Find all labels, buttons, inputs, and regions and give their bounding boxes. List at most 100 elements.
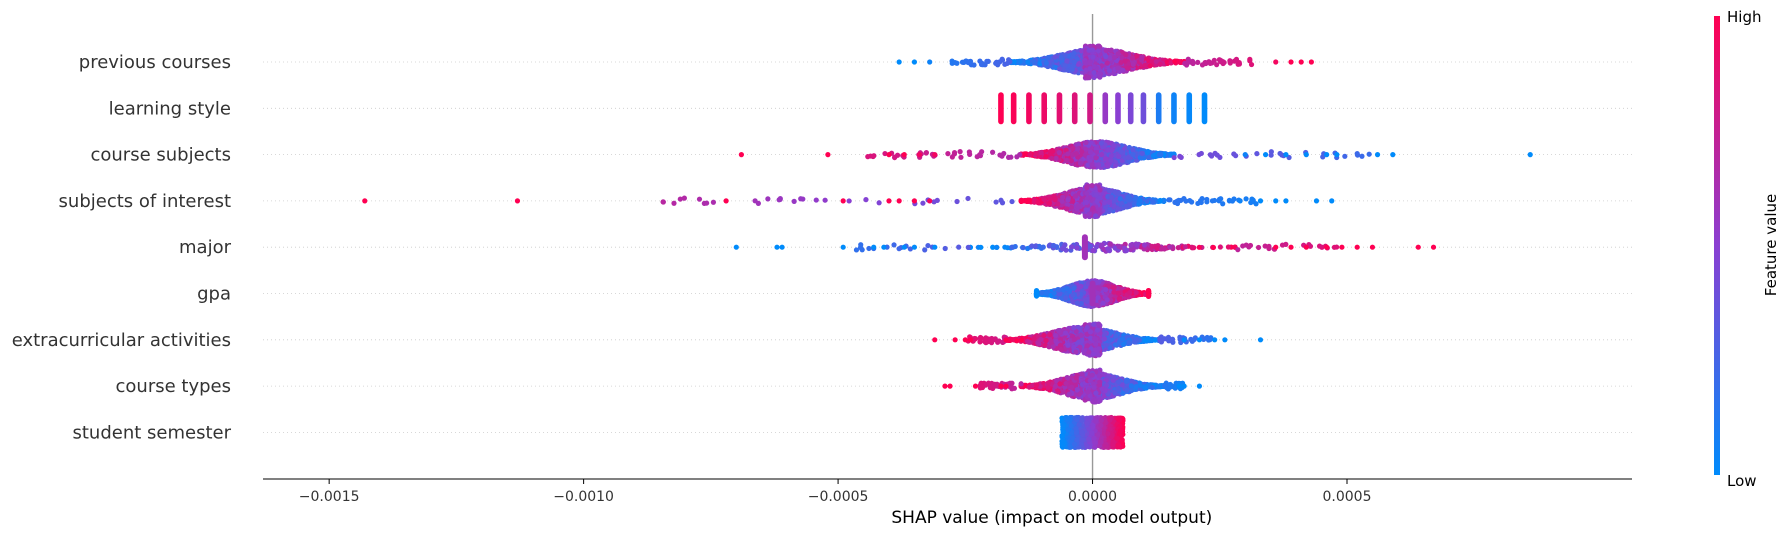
- shap-point: [896, 246, 902, 252]
- shap-point: [1006, 57, 1012, 63]
- shap-point: [949, 58, 955, 64]
- shap-point: [932, 152, 938, 158]
- shap-point: [1298, 59, 1304, 65]
- shap-point: [1354, 151, 1360, 157]
- shap-point: [1139, 150, 1145, 156]
- shap-point: [1118, 149, 1124, 155]
- shap-point: [1068, 158, 1074, 164]
- shap-point: [977, 152, 983, 158]
- shap-point: [1134, 242, 1140, 248]
- shap-point: [1025, 59, 1031, 65]
- shap-point: [1062, 242, 1068, 248]
- shap-point-stack: [1102, 92, 1109, 125]
- shap-point: [1374, 152, 1381, 158]
- shap-point: [1366, 151, 1372, 157]
- shap-point: [1108, 194, 1115, 200]
- shap-point: [925, 242, 931, 249]
- shap-point: [1268, 152, 1274, 158]
- shap-point: [1144, 198, 1150, 204]
- shap-point: [1057, 66, 1063, 72]
- shap-point: [1157, 197, 1163, 204]
- shap-point: [1082, 213, 1089, 219]
- shap-point: [1262, 152, 1269, 158]
- shap-point: [1243, 196, 1249, 202]
- shap-point-stack: [1186, 92, 1193, 125]
- shap-point: [1065, 202, 1071, 208]
- shap-point: [1071, 50, 1077, 56]
- shap-point: [1217, 57, 1223, 63]
- shap-point: [723, 198, 729, 204]
- shap-point: [1125, 154, 1131, 161]
- shap-point: [966, 60, 972, 66]
- shap-point: [1227, 58, 1233, 64]
- shap-point: [881, 244, 887, 250]
- shap-point: [1083, 139, 1089, 146]
- shap-point: [1116, 243, 1122, 249]
- shap-point: [870, 153, 876, 160]
- shap-point: [876, 200, 882, 206]
- shap-point: [1101, 200, 1108, 206]
- shap-point: [1029, 243, 1035, 249]
- shap-point: [978, 244, 984, 250]
- shap-point: [1123, 203, 1129, 210]
- shap-point: [1065, 151, 1071, 157]
- shap-point: [1033, 150, 1039, 157]
- shap-point: [1342, 153, 1348, 159]
- shap-point: [1109, 147, 1115, 153]
- shap-point: [1324, 244, 1330, 250]
- shap-point: [1108, 47, 1114, 53]
- shap-point: [1354, 244, 1360, 250]
- shap-point: [871, 244, 877, 250]
- shap-point: [791, 198, 797, 204]
- shap-point-stack: [1127, 92, 1134, 125]
- shap-point: [990, 149, 996, 155]
- shap-point: [1150, 199, 1156, 205]
- shap-point: [1167, 244, 1173, 250]
- shap-point: [1158, 151, 1164, 157]
- shap-point: [1103, 47, 1109, 54]
- shap-point: [1324, 152, 1330, 158]
- shap-point: [1020, 198, 1026, 204]
- shap-point-stack: [1087, 92, 1093, 125]
- shap-point: [1172, 58, 1178, 64]
- shap-point: [997, 152, 1003, 158]
- shap-point: [1091, 64, 1097, 70]
- shap-point: [1112, 189, 1118, 195]
- shap-point: [1040, 244, 1046, 250]
- shap-point: [660, 199, 666, 205]
- shap-point: [1094, 198, 1100, 204]
- shap-point: [1334, 152, 1340, 158]
- shap-point: [1331, 244, 1338, 250]
- shap-point: [1225, 244, 1232, 250]
- shap-point-stack: [1201, 92, 1208, 125]
- shap-point: [1088, 149, 1094, 155]
- shap-point: [1141, 242, 1148, 248]
- shap-point: [927, 59, 933, 65]
- shap-point-stack: [1115, 92, 1121, 125]
- shap-point: [1247, 242, 1254, 249]
- shap-point: [1086, 47, 1092, 53]
- shap-point: [966, 149, 972, 155]
- beeswarm-points: [362, 43, 1533, 450]
- shap-point: [1150, 153, 1157, 159]
- shap-point: [822, 197, 828, 203]
- shap-point: [1073, 150, 1080, 156]
- shap-point-stack: [1026, 92, 1032, 125]
- shap-point: [1266, 243, 1272, 249]
- shap-point: [1204, 199, 1210, 205]
- shap-point: [755, 200, 761, 206]
- shap-point: [1103, 53, 1109, 60]
- shap-point: [1017, 58, 1023, 65]
- shap-point: [1124, 247, 1130, 253]
- shap-point: [1089, 162, 1095, 168]
- shap-point: [1020, 244, 1026, 251]
- shap-point: [1117, 196, 1123, 202]
- shap-point: [362, 198, 368, 204]
- shap-point: [896, 59, 902, 65]
- shap-point: [1129, 55, 1136, 61]
- shap-point: [1045, 54, 1051, 61]
- shap-point: [813, 197, 819, 203]
- shap-point: [1084, 185, 1090, 191]
- shap-point: [1091, 69, 1097, 76]
